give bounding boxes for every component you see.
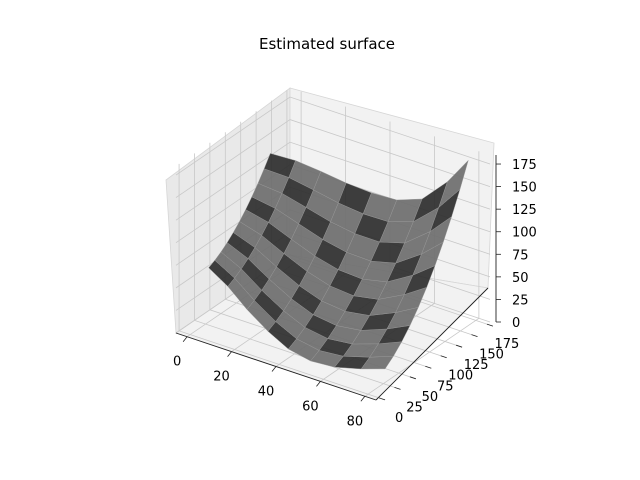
y-tick-mark (409, 376, 417, 380)
y-tick-label: 75 (437, 379, 454, 394)
x-tick-label: 20 (213, 370, 230, 385)
y-tick-mark (394, 386, 401, 390)
y-tick-mark (455, 344, 463, 348)
grid-line-z (175, 119, 491, 198)
y-tick-mark (440, 355, 447, 359)
z-tick-label: 75 (512, 248, 529, 263)
z-tick-label: 175 (512, 158, 537, 173)
x-tick-mark (360, 396, 366, 402)
y-tick-label: 50 (422, 390, 439, 405)
x-tick-label: 80 (347, 414, 364, 429)
x-axis-ticks: 0 20 40 60 80 (173, 336, 366, 429)
z-tick-label: 100 (512, 226, 537, 241)
x-tick-label: 40 (258, 385, 275, 400)
y-tick-label: 125 (464, 358, 489, 373)
y-tick-mark (425, 365, 432, 369)
z-tick-label: 25 (512, 293, 529, 308)
x-tick-mark (316, 381, 321, 387)
y-tick-mark (486, 323, 494, 327)
surface-mesh (208, 153, 469, 370)
y-tick-mark (471, 334, 478, 338)
y-tick-label: 0 (395, 411, 403, 426)
x-tick-label: 0 (173, 355, 181, 370)
grid-line-z (175, 96, 491, 176)
y-tick-label: 175 (495, 337, 520, 352)
y-tick-mark (378, 397, 386, 401)
chart-title: Estimated surface (259, 35, 395, 53)
surface-patch (438, 160, 469, 209)
x-tick-label: 60 (302, 399, 319, 414)
y-tick-label: 100 (448, 369, 473, 384)
x-tick-mark (271, 366, 277, 372)
x-tick-mark (227, 351, 232, 357)
z-tick-label: 50 (512, 271, 529, 286)
y-tick-label: 25 (406, 400, 423, 415)
z-tick-label: 150 (512, 181, 537, 196)
y-tick-label: 150 (479, 348, 504, 363)
y-axis-line (375, 287, 489, 401)
z-tick-label: 0 (512, 316, 520, 331)
grid-line-z (175, 141, 491, 221)
z-tick-label: 125 (512, 203, 537, 218)
x-tick-mark (182, 336, 188, 342)
z-axis-ticks: 0 25 50 75 100 125 150 175 (496, 158, 537, 331)
